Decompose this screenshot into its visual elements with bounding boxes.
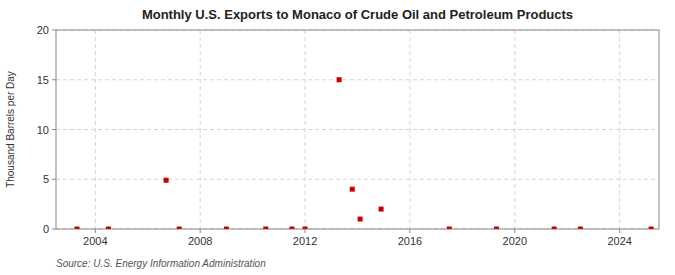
tick-x [409,229,410,233]
point [379,207,384,212]
point [578,227,583,230]
tick-y [52,229,56,230]
point [337,77,342,82]
grid-line-x [409,30,410,229]
point [350,187,355,192]
tick-label-y: 5 [43,173,49,185]
point [303,227,308,230]
tick-label-x: 2004 [83,235,107,247]
grid-line-y [56,179,659,180]
tick-y [52,129,56,130]
grid-line-x [514,30,515,229]
tick-label-y: 20 [37,24,49,36]
grid-line-x [95,30,96,229]
plot-frame [56,30,659,229]
grid [56,30,659,229]
tick-label-y: 0 [43,223,49,235]
tick-x [514,229,515,233]
chart-svg: 2004 2008 2012 2016 2020 2024 0 5 10 15 20 Monthly … [0,0,675,275]
grid-line-y [56,129,659,130]
tick-label-x: 2024 [607,235,631,247]
tick-label-y: 10 [37,124,49,136]
point [74,227,79,230]
tick-label-y: 15 [37,74,49,86]
y-axis-label: Thousand Barrels per Day [5,71,16,188]
grid-line-x [305,30,306,229]
point [358,217,363,222]
grid-line-y [56,79,659,80]
grid-line-x [200,30,201,229]
tick-x [619,229,620,233]
point [164,178,169,183]
source-note: Source: U.S. Energy Information Administ… [56,258,266,269]
point [447,227,452,230]
tick-x [95,229,96,233]
point [224,227,229,230]
points [74,77,653,229]
tick-x [200,229,201,233]
tick-y [52,30,56,31]
tick-label-x: 2012 [293,235,317,247]
title: Monthly U.S. Exports to Monaco of Crude … [142,7,573,22]
point [106,227,111,230]
point [263,227,268,230]
chart-container: 2004 2008 2012 2016 2020 2024 0 5 10 15 20 Monthly … [0,0,675,275]
tick-label-x: 2008 [188,235,212,247]
point [552,227,557,230]
point [649,227,654,230]
point [289,227,294,230]
tick-y [52,79,56,80]
tick-y [52,179,56,180]
tick-x [305,229,306,233]
tick-label-x: 2016 [398,235,422,247]
point [494,227,499,230]
point [177,227,182,230]
axes: 2004 2008 2012 2016 2020 2024 0 5 10 15 20 [37,24,632,247]
tick-label-x: 2020 [503,235,527,247]
grid-line-x [619,30,620,229]
